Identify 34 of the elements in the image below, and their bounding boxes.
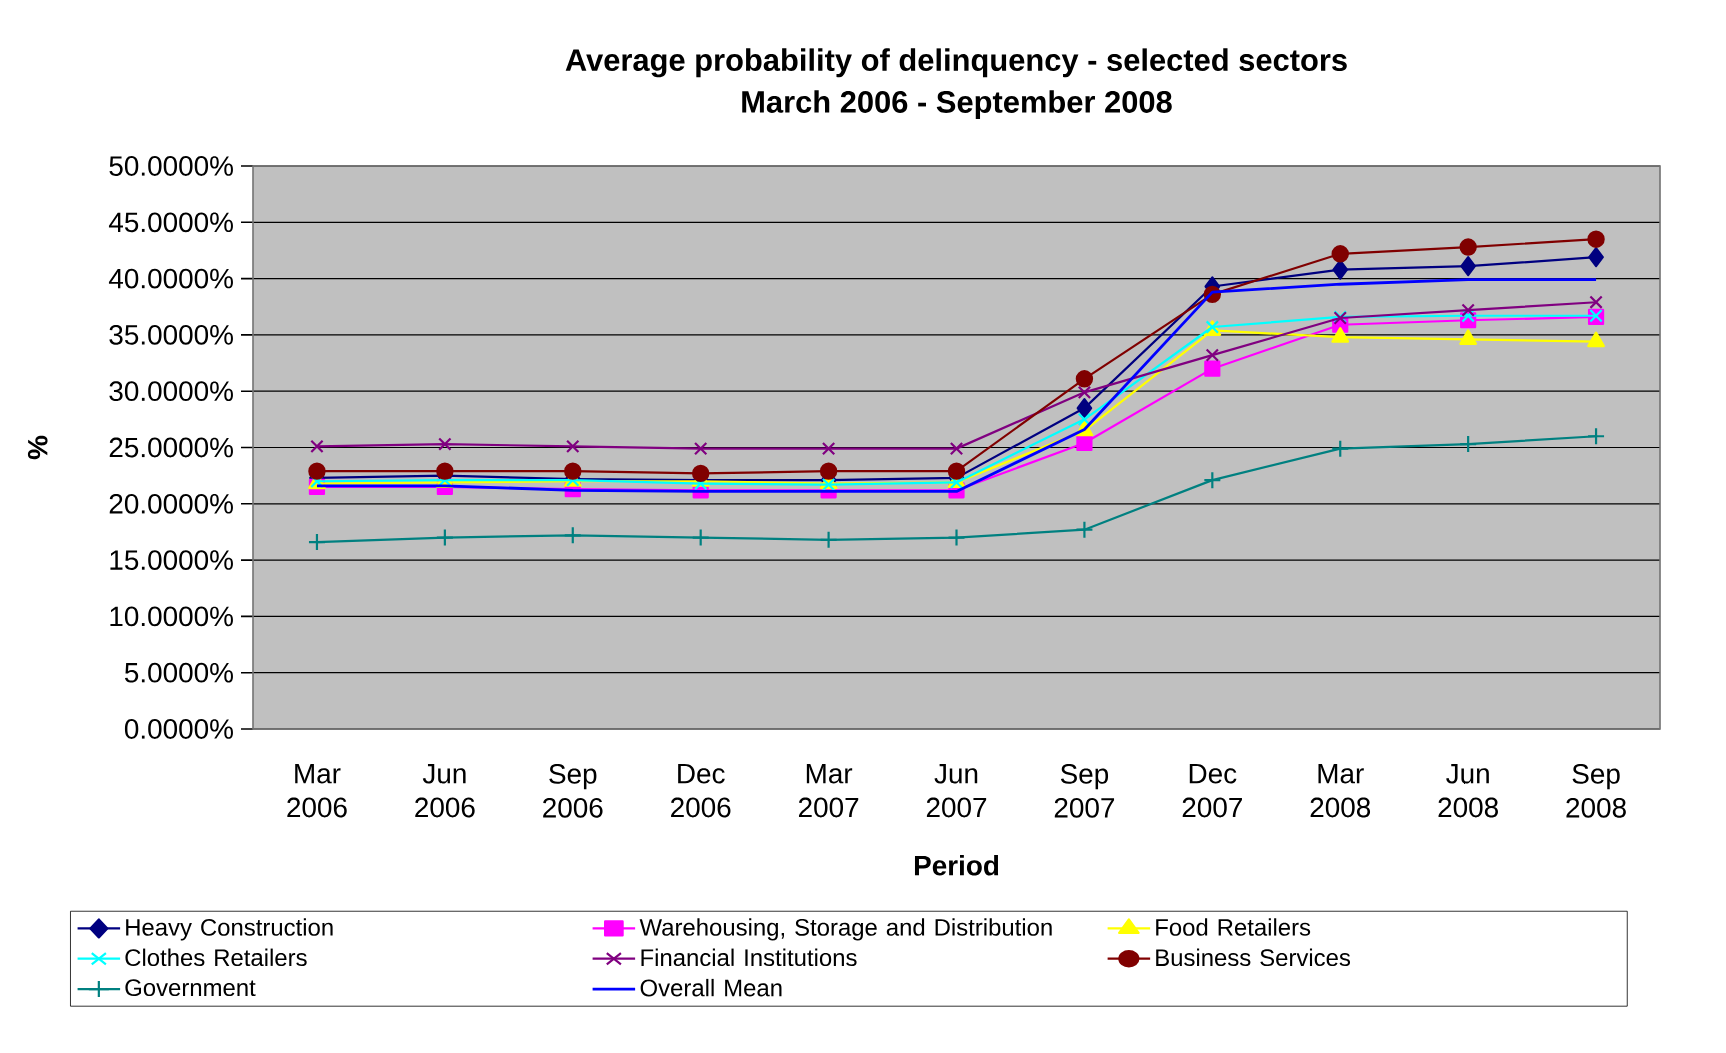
chart-subtitle: March 2006 - September 2008 [742,90,1172,119]
x-tick-label: Jun 2006 [415,764,475,818]
x-tick-label: Sep 2008 [1566,764,1626,818]
y-tick-label: 20.0000% [109,493,233,514]
legend-label: Heavy Construction [126,918,333,941]
y-tick-label: 0.0000% [124,719,233,739]
y-tick-label: 35.0000% [109,325,233,345]
y-tick-label: 10.0000% [110,606,233,627]
x-tick-label: Jun 2007 [926,764,987,818]
y-tick-label: 45.0000% [108,212,233,233]
x-tick-label: Sep 2007 [1054,764,1115,818]
y-tick-label: 15.0000% [110,550,233,570]
legend-label: Business Services [1156,948,1351,967]
x-tick-label: Mar 2006 [287,764,347,818]
y-tick-label: 40.0000% [108,268,233,289]
y-tick-label: 50.0000% [109,156,233,176]
y-tick-label: 30.0000% [109,381,233,402]
legend-label: Financial Institutions [641,948,857,967]
legend-label: Overall Mean [640,978,782,997]
x-tick-label: Dec 2006 [671,764,731,818]
x-tick-label: Mar 2007 [798,764,859,818]
legend-label: Warehousing, Storage and Distribution [639,918,1052,941]
chart-title: Average probability of delinquency - selected sectors [565,48,1347,78]
legend-label: Clothes Retailers [125,948,307,967]
x-tick-label: Jun 2008 [1438,764,1498,818]
legend-label: Government [125,979,256,997]
x-tick-label: Mar 2008 [1310,764,1371,818]
x-axis-title: Period [914,855,999,876]
y-axis-title: % [27,435,48,460]
legend-label: Food Retailers [1156,918,1311,936]
y-tick-label: 25.0000% [109,437,233,458]
y-tick-label: 5.0000% [124,662,233,683]
x-tick-label: Sep 2006 [543,764,603,818]
x-tick-label: Dec 2007 [1182,764,1242,818]
